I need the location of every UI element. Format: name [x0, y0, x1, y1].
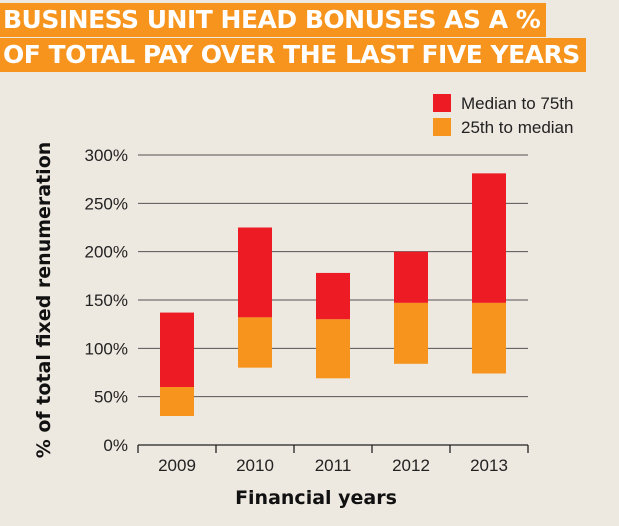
legend-swatch-25th-to-median [433, 118, 451, 136]
bar-2013-median-to-75th [472, 173, 506, 303]
bar-2011-median-to-75th [316, 272, 350, 320]
axes [137, 444, 529, 453]
chart-title-line-1: BUSINESS UNIT HEAD BONUSES AS A % [0, 3, 547, 37]
bar-2009-25th-to-median [160, 387, 194, 416]
legend: Median to 75th 25th to median [433, 94, 573, 137]
x-tick-label-2010: 2010 [236, 456, 274, 475]
x-tick-label-2013: 2013 [470, 456, 508, 475]
x-tick-label-2009: 2009 [158, 456, 196, 475]
y-tick-label-50: 50% [94, 388, 128, 407]
bar-2012-median-to-75th [394, 251, 428, 303]
bar-2010-median-to-75th [238, 227, 272, 318]
bar-2013-25th-to-median [472, 302, 506, 374]
y-axis-label: % of total fixed renumeration [33, 142, 55, 459]
bar-2010-25th-to-median [238, 317, 272, 368]
y-tick-label-150: 150% [85, 291, 128, 310]
bar-2009-median-to-75th [160, 312, 194, 387]
legend-label-median-to-75th: Median to 75th [461, 94, 573, 113]
bar-2012-25th-to-median [394, 302, 428, 364]
chart-title-line-2: OF TOTAL PAY OVER THE LAST FIVE YEARS [0, 38, 586, 72]
y-tick-label-100: 100% [85, 339, 128, 358]
bars [160, 173, 506, 416]
y-tick-label-300: 300% [85, 146, 128, 165]
y-tick-label-0: 0% [103, 436, 128, 455]
y-tick-label-200: 200% [85, 243, 128, 262]
y-tick-labels: 0% 50% 100% 150% 200% 250% 300% [85, 146, 128, 455]
legend-label-25th-to-median: 25th to median [461, 118, 573, 137]
x-tick-labels: 2009 2010 2011 2012 2013 [158, 456, 508, 475]
y-tick-label-250: 250% [85, 194, 128, 213]
x-tick-label-2012: 2012 [392, 456, 430, 475]
x-tick-label-2011: 2011 [315, 456, 352, 475]
x-axis-label: Financial years [235, 487, 397, 509]
legend-swatch-median-to-75th [433, 94, 451, 112]
bar-2011-25th-to-median [316, 319, 350, 379]
